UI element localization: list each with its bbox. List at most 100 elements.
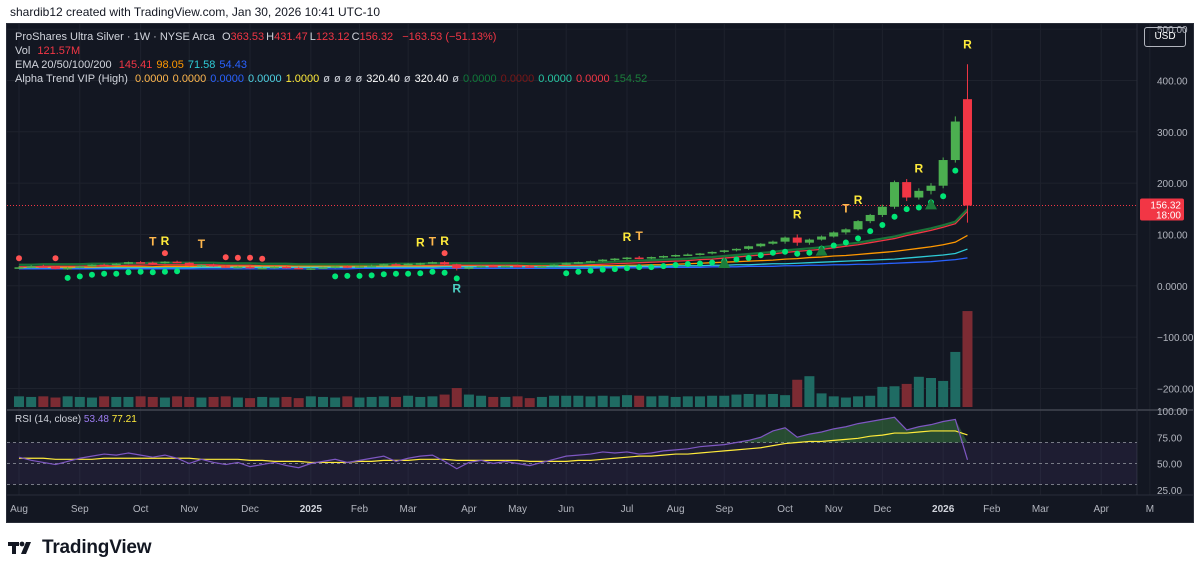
volume-bar — [99, 396, 110, 407]
ohlc-key: H — [266, 31, 275, 43]
time-tick-label: Apr — [1093, 504, 1109, 515]
bar-countdown-label: 18:00 — [1156, 211, 1181, 222]
alpha-trend-value: ø — [452, 73, 459, 85]
volume-bar — [86, 397, 97, 407]
candle-body — [573, 262, 583, 264]
alpha-trend-value: 0.0000 — [462, 73, 497, 85]
candle-body — [914, 190, 924, 198]
currency-button[interactable]: USD — [1144, 27, 1186, 47]
alpha-trend-value: 0.0000 — [575, 73, 610, 85]
volume-bar — [926, 377, 936, 407]
volume-bar — [694, 396, 705, 407]
candle-body — [196, 264, 206, 267]
time-tick-label: 2026 — [932, 504, 955, 515]
volume-bar — [816, 393, 827, 407]
alpha-trend-value: 0.0000 — [538, 73, 572, 85]
volume-bar — [74, 396, 85, 407]
candle-body — [75, 266, 85, 268]
rsi-value: 53.48 — [83, 414, 109, 425]
volume-bar — [488, 396, 499, 407]
volume-bar — [354, 397, 365, 407]
price-chart[interactable]: T R T R T RRR TR TRRR500.00400.00300.00200.0010… — [7, 24, 1193, 522]
alpha-trend-value: ø — [355, 73, 363, 85]
volume-bar — [269, 397, 280, 407]
ema-value: 145.41 — [118, 59, 153, 71]
buy-signal-dot — [368, 272, 375, 279]
volume-bar — [682, 396, 693, 407]
buy-signal-dot — [684, 261, 691, 268]
buy-signal-dot — [648, 264, 655, 271]
rsi-legend: RSI (14, close) 53.48 77.21 — [15, 414, 137, 425]
volume-bar — [123, 396, 134, 407]
signal-label: T — [842, 201, 850, 215]
sell-signal-dot — [247, 254, 254, 261]
alpha-trend-value: 0.0000 — [247, 73, 282, 85]
volume-bar — [476, 395, 487, 407]
volume-bar — [865, 395, 876, 407]
volume-bar — [378, 396, 389, 407]
candle-body — [160, 261, 170, 264]
candle-body — [938, 160, 948, 186]
rsi-label: RSI (14, close) — [15, 414, 82, 425]
alpha-trend-value: 1.0000 — [285, 73, 320, 85]
candle-body — [549, 264, 559, 267]
volume-bar — [780, 395, 791, 407]
ohlc-key: L — [309, 31, 316, 43]
buy-signal-dot — [806, 249, 813, 256]
candle-body — [476, 265, 486, 268]
candle-body — [622, 257, 632, 260]
tradingview-brand[interactable]: TradingView — [8, 537, 152, 559]
candle-body — [440, 262, 450, 265]
volume-bar — [184, 396, 195, 407]
buy-signal-dot — [757, 252, 764, 259]
candle-body — [269, 266, 279, 269]
volume-bar — [220, 396, 231, 407]
candle-body — [841, 229, 851, 233]
buy-signal-dot — [830, 242, 837, 249]
candle-body — [817, 236, 827, 240]
time-tick-label: Mar — [1032, 504, 1050, 515]
alpha-trend-values: 0.0000 0.0000 0.0000 0.0000 1.0000 ø ø ø ø 320.40… — [135, 73, 651, 85]
volume-bar — [658, 395, 669, 407]
volume-bar — [512, 396, 523, 407]
brand-name: TradingView — [42, 537, 152, 558]
sell-signal-dot — [52, 255, 59, 262]
sell-signal-dot — [161, 250, 168, 257]
candle-body — [294, 267, 304, 270]
volume-bar — [439, 394, 450, 407]
candle-body — [756, 243, 766, 247]
volume-legend: Vol 121.57M — [15, 44, 84, 58]
ohlc-values: O363.53 H431.47 L123.12 C156.32 — [222, 31, 395, 43]
buy-signal-dot — [417, 270, 424, 277]
candle-body — [464, 267, 474, 269]
buy-signal-dot — [696, 260, 703, 267]
volume-bar — [500, 396, 511, 407]
candle-body — [695, 253, 705, 255]
alpha-trend-value: ø — [323, 73, 330, 85]
sell-signal-dot — [16, 255, 22, 262]
candle-body — [38, 266, 48, 268]
candle-body — [634, 257, 644, 260]
author-credit: shardib12 created with TradingView.com, … — [10, 5, 380, 19]
time-tick-label: Sep — [71, 504, 89, 515]
candle-body — [525, 266, 535, 268]
candle-body — [926, 185, 936, 191]
alpha-trend-value: 0.0000 — [210, 73, 244, 85]
price-tick-label: −200.00 — [1157, 384, 1193, 395]
candle-body — [415, 263, 425, 265]
buy-signal-dot — [624, 265, 630, 272]
chart-panel[interactable]: T R T R T R R R T R T R R R 500.00 400.00 300.00 200.00 10… — [6, 23, 1194, 523]
ema-values: 145.41 98.05 71.58 54.43 — [119, 59, 251, 71]
time-tick-label: Feb — [983, 504, 1001, 515]
alpha-trend-value: ø — [344, 73, 352, 85]
buy-signal-dot — [611, 266, 618, 273]
buy-signal-dot — [745, 254, 752, 261]
volume-bar — [232, 397, 243, 407]
buy-signal-dot — [903, 206, 910, 213]
volume-bar — [50, 397, 61, 407]
candle-body — [63, 267, 73, 270]
ohlc-item: C156.32 — [352, 31, 394, 43]
time-tick-label: Jul — [621, 504, 634, 515]
candle-body — [804, 239, 814, 243]
volume-bar — [634, 395, 645, 407]
